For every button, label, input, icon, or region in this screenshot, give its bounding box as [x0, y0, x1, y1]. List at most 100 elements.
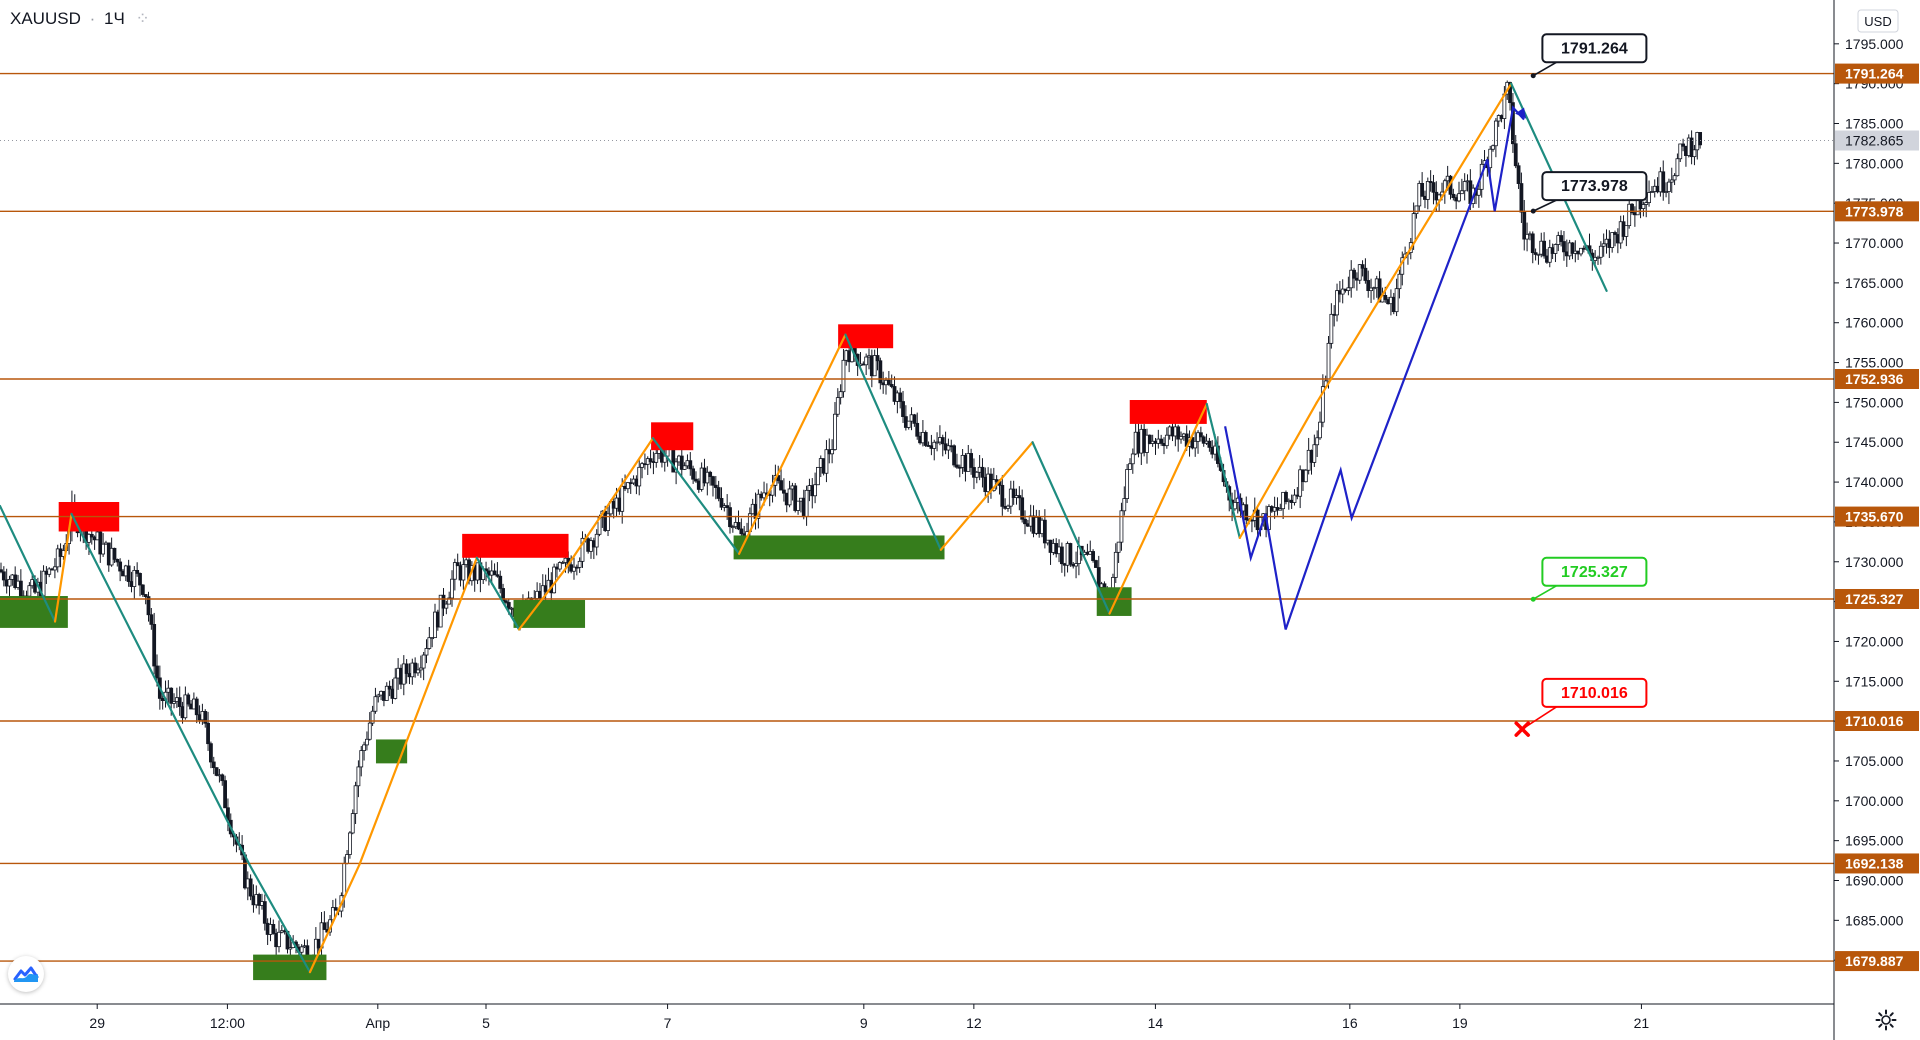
candle-body [1363, 267, 1368, 281]
candle-body [838, 391, 843, 399]
candle-body [1411, 213, 1416, 244]
candle-body [969, 453, 974, 468]
zigzag-down-leg [248, 863, 312, 974]
gear-icon[interactable] [1874, 1008, 1898, 1032]
candle-body [413, 662, 418, 674]
more-icon[interactable]: ⁘ [135, 9, 150, 28]
candle-body [739, 528, 744, 535]
candle-body [625, 482, 630, 490]
candle-body [1533, 252, 1538, 255]
support-zone [513, 600, 586, 628]
candle-body [1298, 469, 1303, 497]
candle-body [878, 360, 883, 384]
tradingview-logo-icon[interactable] [8, 956, 44, 992]
candle-body [1627, 203, 1632, 227]
candle-body [719, 498, 724, 508]
candle-body [711, 476, 715, 486]
candle-body [1164, 434, 1169, 447]
candle-body [177, 697, 182, 708]
time-tick-label: 29 [89, 1015, 105, 1031]
candle-body [955, 464, 959, 468]
candle-body [813, 484, 818, 497]
candle-body [47, 568, 52, 575]
candle-body [1649, 191, 1654, 193]
candle-body [262, 901, 267, 924]
candle-body [1420, 183, 1425, 197]
symbol-header[interactable]: XAUUSD · 1Ч ⁘ [10, 9, 150, 29]
candle-body [1559, 235, 1564, 242]
price-tick-label: 1755.000 [1845, 355, 1904, 371]
candle-body [1357, 264, 1362, 281]
price-tick-label: 1765.000 [1845, 275, 1904, 291]
candle-body [373, 696, 378, 712]
candle-body [1536, 253, 1541, 256]
candle-body [387, 685, 392, 690]
candle-body [1023, 518, 1027, 525]
candle-body [441, 594, 446, 609]
candle-body [1579, 247, 1583, 255]
candle-body [138, 573, 142, 586]
candle-body [1383, 295, 1388, 300]
candle-body [1346, 287, 1351, 291]
callout-label: 1710.016 [1561, 685, 1628, 702]
candle-body [1176, 426, 1181, 440]
candle-body [447, 597, 452, 605]
candle-body [1366, 280, 1371, 292]
candle-body [404, 663, 409, 674]
candle-body [1147, 434, 1152, 444]
candle-body [342, 862, 347, 897]
callout-connector [1532, 199, 1557, 212]
candle-body [146, 596, 151, 616]
level-price-label: 1752.936 [1845, 371, 1904, 387]
candle-body [1664, 191, 1668, 193]
candle-body [220, 774, 225, 782]
symbol-name[interactable]: XAUUSD [10, 9, 81, 28]
candle-body [203, 711, 208, 724]
candle-body [1320, 386, 1325, 423]
price-tick-label: 1695.000 [1845, 833, 1904, 849]
candle-body [1491, 145, 1495, 150]
candle-body [112, 547, 117, 560]
candle-body [889, 384, 894, 387]
zigzag-up-leg [308, 863, 361, 974]
candle-body [143, 594, 148, 598]
candle-body [504, 600, 508, 603]
candle-body [322, 922, 327, 930]
candle-body [804, 489, 809, 518]
time-tick-label: 5 [482, 1015, 490, 1031]
zigzag-up-leg [1238, 401, 1318, 539]
level-price-tag [1835, 369, 1919, 390]
candle-body [384, 685, 389, 701]
interval-label[interactable]: 1Ч [104, 9, 125, 28]
candle-body [214, 767, 219, 776]
candle-body [594, 533, 599, 548]
callout-connector [1532, 585, 1557, 600]
candle-body [560, 562, 565, 564]
price-tick-label: 1720.000 [1845, 633, 1904, 649]
candle-body [345, 854, 349, 864]
candle-body [149, 614, 154, 625]
level-price-label: 1710.016 [1845, 713, 1904, 729]
candle-body [362, 744, 366, 751]
level-price-tag [1835, 201, 1919, 222]
candle-body [994, 479, 999, 482]
candle-body [906, 420, 911, 428]
candle-body [1198, 432, 1203, 438]
level-price-tag [1835, 710, 1919, 731]
candle-body [872, 355, 877, 377]
candle-body [452, 562, 457, 580]
candle-body [841, 359, 846, 393]
zigzag-up-leg [53, 512, 73, 623]
candle-body [1397, 273, 1402, 290]
candle-body [1669, 179, 1674, 183]
candle-body [637, 466, 642, 487]
candle-body [901, 401, 905, 418]
candle-body [654, 453, 659, 463]
currency-box [1857, 9, 1899, 33]
time-tick-label: 19 [1452, 1015, 1468, 1031]
zigzag-down-leg [70, 512, 251, 866]
time-tick-label: Апр [365, 1015, 390, 1031]
level-price-label: 1791.264 [1845, 66, 1904, 82]
